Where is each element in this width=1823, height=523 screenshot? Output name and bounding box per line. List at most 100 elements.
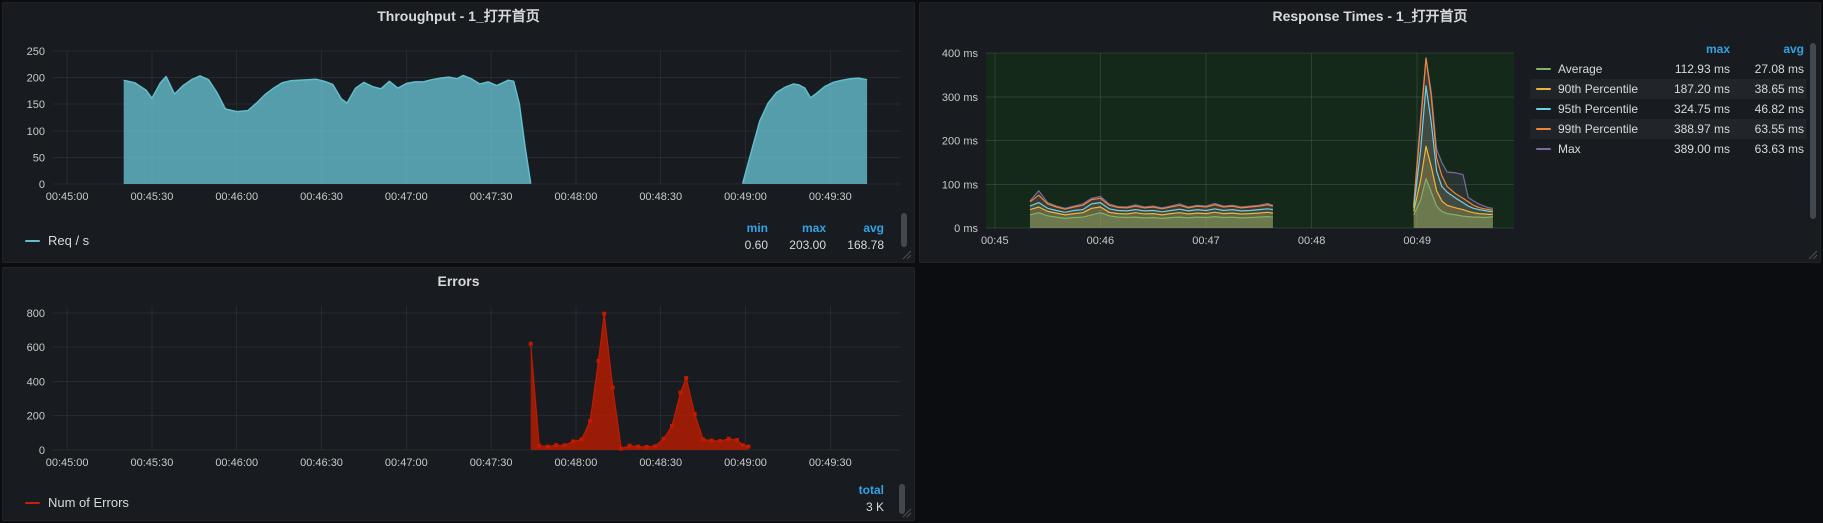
x-tick-label: 00:47:00	[385, 457, 428, 469]
x-tick-label: 00:48:00	[555, 457, 598, 469]
legend-sort-header-avg[interactable]: avg	[1783, 42, 1804, 56]
series-max-value: 324.75 ms	[1673, 102, 1730, 116]
legend-row-99th-percentile[interactable]: 99th Percentile 388.97 ms 63.55 ms	[1530, 119, 1806, 139]
panel-throughput: Throughput - 1_打开首页 00:45:00 00:45:30 00:4…	[2, 2, 915, 263]
legend-row-average[interactable]: Average 112.93 ms 27.08 ms	[1530, 59, 1806, 79]
data-point[interactable]	[562, 443, 567, 448]
series-line-90th-percentile	[1413, 145, 1493, 215]
x-tick-label: 00:49	[1403, 235, 1431, 247]
panel-resize-handle[interactable]	[1808, 250, 1818, 260]
legend-sort-header-max[interactable]: max	[1705, 42, 1730, 56]
series-area-99th-percentile	[1413, 58, 1493, 228]
y-tick-label: 0	[39, 445, 45, 457]
x-tick-label: 00:45:30	[131, 191, 174, 203]
panel-title-response-times[interactable]: Response Times - 1_打开首页	[920, 3, 1820, 29]
y-tick-label: 600	[27, 342, 45, 354]
stat-header-max[interactable]: max	[801, 221, 826, 235]
x-tick-label: 00:45:00	[46, 457, 89, 469]
series-max-value: 388.97 ms	[1673, 122, 1730, 136]
legend-scrollbar[interactable]	[899, 484, 905, 514]
panel-title-text: Response Times - 1_打开首页	[1272, 8, 1468, 24]
data-point[interactable]	[709, 438, 714, 443]
series-name: 99th Percentile	[1558, 122, 1639, 136]
data-point[interactable]	[740, 443, 745, 448]
legend-row-95th-percentile[interactable]: 95th Percentile 324.75 ms 46.82 ms	[1530, 99, 1806, 119]
x-tick-label: 00:46	[1087, 235, 1115, 247]
data-point[interactable]	[537, 443, 542, 448]
data-point[interactable]	[701, 437, 706, 442]
data-point[interactable]	[718, 439, 723, 444]
data-point[interactable]	[627, 443, 632, 448]
data-point[interactable]	[554, 443, 559, 448]
stat-header-avg[interactable]: avg	[863, 221, 884, 235]
response-times-legend: max avg Average 112.93 ms 27.08 ms 90th Perce…	[1530, 39, 1806, 159]
x-tick-label: 00:46:00	[215, 457, 258, 469]
data-point[interactable]	[610, 385, 615, 390]
stat-value: 168.78	[847, 238, 884, 252]
x-tick-label: 00:47:30	[470, 457, 513, 469]
series-name: Average	[1558, 62, 1603, 76]
y-tick-label: 400 ms	[942, 48, 979, 60]
legend-scrollbar[interactable]	[901, 213, 907, 247]
stat-header-total[interactable]: total	[858, 483, 884, 497]
x-tick-label: 00:45:00	[46, 191, 89, 203]
legend-row-90th-percentile[interactable]: 90th Percentile 187.20 ms 38.65 ms	[1530, 79, 1806, 99]
series-line-95th-percentile	[1029, 202, 1273, 213]
panel-response-times: Response Times - 1_打开首页 00:45 00:46 00:47 0…	[919, 2, 1821, 263]
series-area-average	[1030, 212, 1273, 228]
plot-background	[986, 53, 1514, 228]
data-point[interactable]	[644, 444, 649, 449]
x-tick-label: 00:46:30	[300, 457, 343, 469]
series-area-req-s	[742, 78, 868, 184]
data-point[interactable]	[588, 418, 593, 423]
data-point[interactable]	[596, 358, 601, 363]
data-point[interactable]	[670, 424, 675, 428]
data-point[interactable]	[661, 436, 666, 441]
data-point[interactable]	[653, 444, 658, 449]
y-tick-label: 250	[27, 46, 45, 58]
series-area-90th-percentile	[1413, 146, 1493, 228]
stat-value: 3 K	[865, 500, 884, 514]
series-dash-icon	[1536, 148, 1551, 150]
panel-title-text: Errors	[437, 273, 480, 289]
legend-item-req-s[interactable]: Req / s	[25, 233, 89, 248]
errors-chart[interactable]: 00:45:00 00:45:30 00:46:00 00:46:30 00:47:00…	[3, 294, 916, 486]
data-point[interactable]	[571, 439, 576, 444]
series-dash-icon	[1536, 128, 1551, 130]
data-point[interactable]	[545, 444, 550, 449]
legend-scrollbar[interactable]	[1810, 43, 1816, 219]
series-max-value: 187.20 ms	[1673, 82, 1730, 96]
series-line-average	[1413, 178, 1493, 219]
y-tick-label: 300 ms	[942, 92, 979, 104]
throughput-chart[interactable]: 00:45:00 00:45:30 00:46:00 00:46:30 00:47:00…	[3, 29, 916, 229]
data-point[interactable]	[528, 341, 533, 346]
panel-title-errors[interactable]: Errors	[3, 268, 914, 294]
data-point[interactable]	[684, 376, 689, 380]
series-line-99th-percentile	[1413, 57, 1493, 211]
x-tick-label: 00:46:30	[300, 191, 343, 203]
series-name: Max	[1558, 142, 1581, 156]
x-tick-label: 00:48:00	[555, 191, 598, 203]
data-point[interactable]	[636, 444, 641, 449]
legend-item-num-of-errors[interactable]: Num of Errors	[25, 495, 129, 510]
panel-resize-handle[interactable]	[902, 508, 912, 518]
data-point[interactable]	[602, 311, 607, 316]
data-point[interactable]	[678, 390, 683, 395]
data-point[interactable]	[726, 436, 731, 441]
data-point[interactable]	[735, 438, 740, 443]
x-tick-label: 00:49:30	[809, 457, 852, 469]
response-times-chart[interactable]: 00:45 00:46 00:47 00:48 00:49 0 ms 100 ms 200 m…	[920, 29, 1540, 261]
legend-row-max[interactable]: Max 389.00 ms 63.63 ms	[1530, 139, 1806, 159]
data-point[interactable]	[619, 446, 624, 451]
panel-resize-handle[interactable]	[902, 250, 912, 260]
series-line-95th-percentile	[1413, 85, 1493, 213]
panel-title-throughput[interactable]: Throughput - 1_打开首页	[3, 3, 914, 29]
stat-header-min[interactable]: min	[746, 221, 768, 235]
data-point[interactable]	[746, 444, 751, 449]
series-line-req-s	[123, 74, 532, 184]
data-point[interactable]	[579, 437, 584, 442]
series-avg-value: 46.82 ms	[1754, 102, 1804, 116]
data-point[interactable]	[692, 412, 697, 416]
series-line-max	[1029, 190, 1274, 209]
